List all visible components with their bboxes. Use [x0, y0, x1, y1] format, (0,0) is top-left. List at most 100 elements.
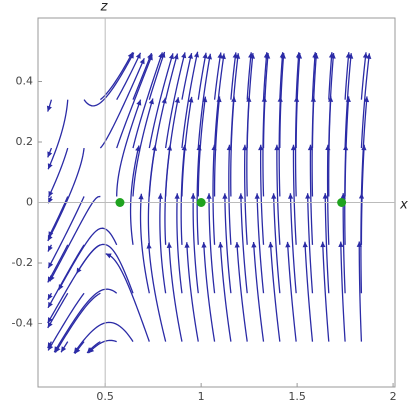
- stream-arrow: [47, 293, 53, 300]
- streamline: [159, 193, 167, 294]
- y-tick-label: 0.2: [16, 135, 34, 148]
- streamline: [262, 52, 268, 100]
- fixed-point: [196, 198, 206, 207]
- streamline: [49, 195, 101, 282]
- streamline: [292, 144, 297, 245]
- stream-arrow: [160, 51, 166, 58]
- stream-arrow: [187, 53, 193, 59]
- streamline: [344, 52, 350, 100]
- streamline: [164, 97, 179, 197]
- streamline: [132, 52, 164, 149]
- streamline: [105, 253, 150, 342]
- streamline: [208, 193, 216, 294]
- streamline: [197, 52, 207, 100]
- streamline: [304, 241, 314, 342]
- streamline: [344, 96, 350, 197]
- streamline: [168, 242, 183, 342]
- stream-arrow: [201, 242, 207, 248]
- stream-arrow: [305, 193, 311, 199]
- streamline: [324, 193, 330, 294]
- stream-arrow: [274, 144, 280, 151]
- stream-arrow: [238, 193, 244, 199]
- stream-arrow: [48, 197, 53, 204]
- streamline: [252, 241, 265, 342]
- y-tick-label: -0.2: [12, 256, 33, 269]
- streamline: [197, 53, 211, 149]
- streamline: [279, 52, 284, 100]
- stream-arrow: [127, 52, 133, 59]
- streamline: [47, 292, 85, 351]
- stream-arrow: [271, 193, 277, 199]
- streamline: [58, 227, 118, 291]
- stream-arrow: [279, 52, 285, 58]
- y-tick-label: 0: [26, 196, 33, 209]
- streamline: [228, 144, 232, 245]
- streamline: [295, 52, 301, 149]
- stream-arrow: [135, 52, 141, 59]
- streamline: [53, 288, 118, 353]
- streamline: [342, 193, 346, 294]
- streamline: [256, 193, 265, 294]
- stream-arrow: [136, 99, 142, 106]
- stream-arrow: [251, 241, 257, 248]
- streamline: [246, 52, 252, 100]
- streamline: [213, 96, 221, 197]
- streamline: [269, 241, 281, 342]
- stream-arrow: [218, 242, 224, 248]
- stream-arrow: [338, 241, 344, 248]
- stream-arrow: [258, 144, 264, 151]
- stream-arrow: [285, 241, 291, 248]
- stream-arrow: [49, 275, 55, 282]
- streamline: [47, 196, 69, 238]
- y-tick-label: 0.4: [16, 75, 34, 88]
- streamline: [181, 96, 193, 197]
- streamline: [75, 243, 134, 294]
- stream-arrow: [47, 163, 53, 170]
- streamline: [360, 52, 367, 100]
- stream-arrow: [76, 267, 82, 274]
- streamline: [213, 52, 222, 100]
- streamline: [295, 52, 300, 100]
- streamline: [230, 52, 237, 100]
- streamline: [286, 241, 297, 342]
- streamline: [340, 241, 346, 342]
- stream-arrow: [174, 97, 180, 104]
- stream-arrow: [61, 346, 67, 353]
- stream-arrow: [290, 144, 297, 151]
- streamline: [197, 96, 207, 197]
- stream-arrow: [148, 98, 154, 105]
- streamline: [311, 52, 316, 100]
- streamline: [47, 244, 101, 324]
- stream-arrow: [188, 96, 194, 103]
- streamline: [328, 52, 333, 100]
- stream-arrow: [184, 242, 190, 248]
- streamline: [328, 52, 335, 149]
- streamline: [358, 241, 363, 342]
- streamline: [181, 51, 199, 149]
- streamline: [246, 53, 254, 149]
- stream-arrow: [206, 53, 212, 60]
- stream-arrow: [88, 347, 95, 354]
- streamline: [148, 51, 166, 100]
- stream-arrow: [312, 52, 318, 58]
- stream-arrow: [48, 301, 53, 308]
- streamline: [326, 144, 330, 245]
- stream-arrow: [173, 53, 179, 60]
- streamline: [192, 193, 199, 294]
- stream-arrow: [138, 193, 144, 200]
- streamline: [116, 54, 153, 149]
- stream-arrow: [206, 193, 212, 199]
- streamline: [116, 52, 142, 100]
- streamline: [344, 53, 352, 149]
- stream-arrow: [222, 193, 228, 199]
- streamline: [99, 52, 134, 101]
- stream-arrow: [295, 52, 302, 58]
- x-tick-label: 1: [198, 390, 205, 403]
- stream-arrow: [181, 52, 187, 59]
- x-tick-label: 2: [390, 390, 397, 403]
- streamline: [186, 242, 199, 342]
- stream-arrow: [47, 321, 53, 328]
- stream-arrow: [193, 51, 200, 58]
- stream-arrow: [302, 241, 308, 248]
- stream-arrow: [345, 96, 351, 102]
